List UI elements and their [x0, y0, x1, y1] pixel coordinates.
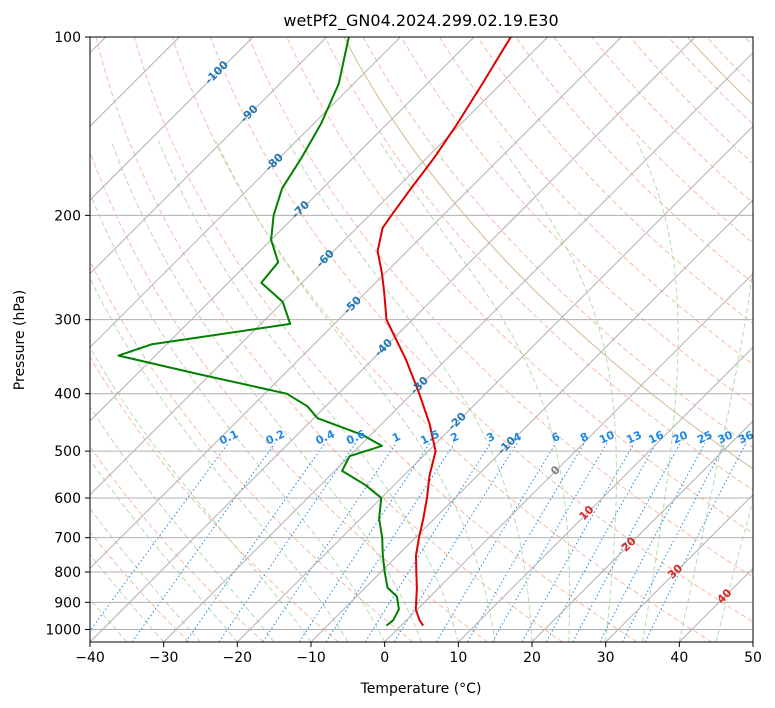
- x-tick-label: 50: [744, 650, 762, 666]
- mixing-ratio-label: 25: [695, 428, 714, 446]
- profile-lines: [117, 37, 512, 627]
- y-tick-label: 400: [54, 387, 81, 403]
- plot-frame: [89, 36, 754, 643]
- y-tick-label: 300: [54, 313, 81, 329]
- y-tick-label: 200: [54, 208, 81, 224]
- dry-adiabat: [210, 37, 753, 623]
- mixing-ratio-line: [185, 443, 326, 642]
- mixing-ratio-line: [364, 443, 491, 642]
- mixing-ratio-label: 10: [597, 428, 617, 446]
- mixing-ratio-line: [131, 443, 276, 642]
- x-tick-label: −10: [296, 650, 326, 666]
- dry-adiabat: [171, 37, 712, 642]
- dry-adiabat: [248, 37, 753, 578]
- y-tick-label: 700: [54, 531, 81, 547]
- dry-adiabat: [515, 37, 753, 284]
- y-axis-label: Pressure (hPa): [12, 290, 28, 390]
- x-tick-label: −30: [149, 650, 179, 666]
- dry-adiabat: [90, 445, 264, 642]
- background-curves: [343, 37, 753, 470]
- isotherm-line: [90, 37, 401, 349]
- mixing-ratio-line: [521, 443, 635, 642]
- x-tick-label: 30: [597, 650, 615, 666]
- temperature-line: [376, 37, 512, 627]
- mixing-ratio-line: [218, 443, 357, 642]
- isotherm-line: [236, 125, 753, 642]
- chart-title: wetPf2_GN04.2024.299.02.19.E30: [283, 11, 558, 31]
- x-tick-label: 0: [380, 650, 389, 666]
- y-tick-label: 900: [54, 595, 81, 611]
- mixing-ratio-line: [599, 443, 706, 642]
- dry-adiabat: [400, 37, 753, 407]
- dry-adiabat: [133, 37, 638, 642]
- mixing-ratio-line: [325, 443, 455, 642]
- mixing-ratio-label: 13: [624, 428, 643, 446]
- dry-adiabat: [90, 150, 488, 642]
- x-tick-label: −40: [75, 650, 105, 666]
- skewed-isotherms: [90, 37, 753, 642]
- dry-adiabat: [95, 37, 563, 642]
- isotherm-line: [90, 37, 328, 275]
- mixing-ratio-line: [298, 443, 431, 642]
- dewpoint-line: [117, 37, 400, 627]
- pressure-grid: [90, 37, 753, 630]
- mixing-ratio-label: 16: [646, 428, 666, 446]
- x-tick-label: 20: [523, 650, 541, 666]
- y-axis: 1000 900 800 700 600 500 400 300 200 100: [45, 30, 90, 638]
- background-curve: [343, 37, 753, 470]
- dry-adiabat: [90, 356, 339, 642]
- mixing-ratio-line: [621, 443, 726, 642]
- isotherm-line: [163, 51, 753, 642]
- dry-adiabat: [90, 531, 190, 642]
- isotherm-line: [310, 199, 753, 642]
- mixing-ratio-line: [467, 443, 585, 642]
- isotherm-line: [531, 420, 753, 642]
- isotherm-line: [384, 272, 753, 642]
- isotherm-line: [457, 346, 753, 642]
- y-tick-label: 500: [54, 444, 81, 460]
- mixing-ratio-line: [262, 443, 397, 642]
- dry-adiabats: [90, 37, 753, 642]
- isotherm-line: [90, 37, 622, 570]
- y-tick-label: 1000: [45, 622, 81, 638]
- x-axis: −40 −30 −20 −10 0 10 20 30 40 50: [75, 642, 762, 666]
- dry-adiabat: [324, 37, 753, 491]
- mixing-ratio-lines: [90, 442, 747, 642]
- x-axis-label: Temperature (°C): [360, 681, 482, 697]
- x-tick-label: 10: [449, 650, 467, 666]
- mixing-ratio-label: 20: [671, 428, 691, 446]
- isotherm-line: [90, 37, 696, 642]
- y-tick-label: 600: [54, 491, 81, 507]
- mixing-ratio-label: 36: [736, 428, 756, 446]
- y-tick-label: 800: [54, 565, 81, 581]
- dry-adiabat: [438, 37, 753, 366]
- x-tick-label: −20: [223, 650, 253, 666]
- isotherm-line: [90, 37, 254, 201]
- mixing-ratio-line: [435, 443, 557, 642]
- isotherm-line: [605, 493, 753, 642]
- mixing-ratio-label: 30: [716, 428, 736, 446]
- mixing-ratio-line: [491, 443, 608, 642]
- isotherm-line: [90, 37, 475, 422]
- x-tick-label: 40: [670, 650, 688, 666]
- y-tick-label: 100: [54, 30, 81, 46]
